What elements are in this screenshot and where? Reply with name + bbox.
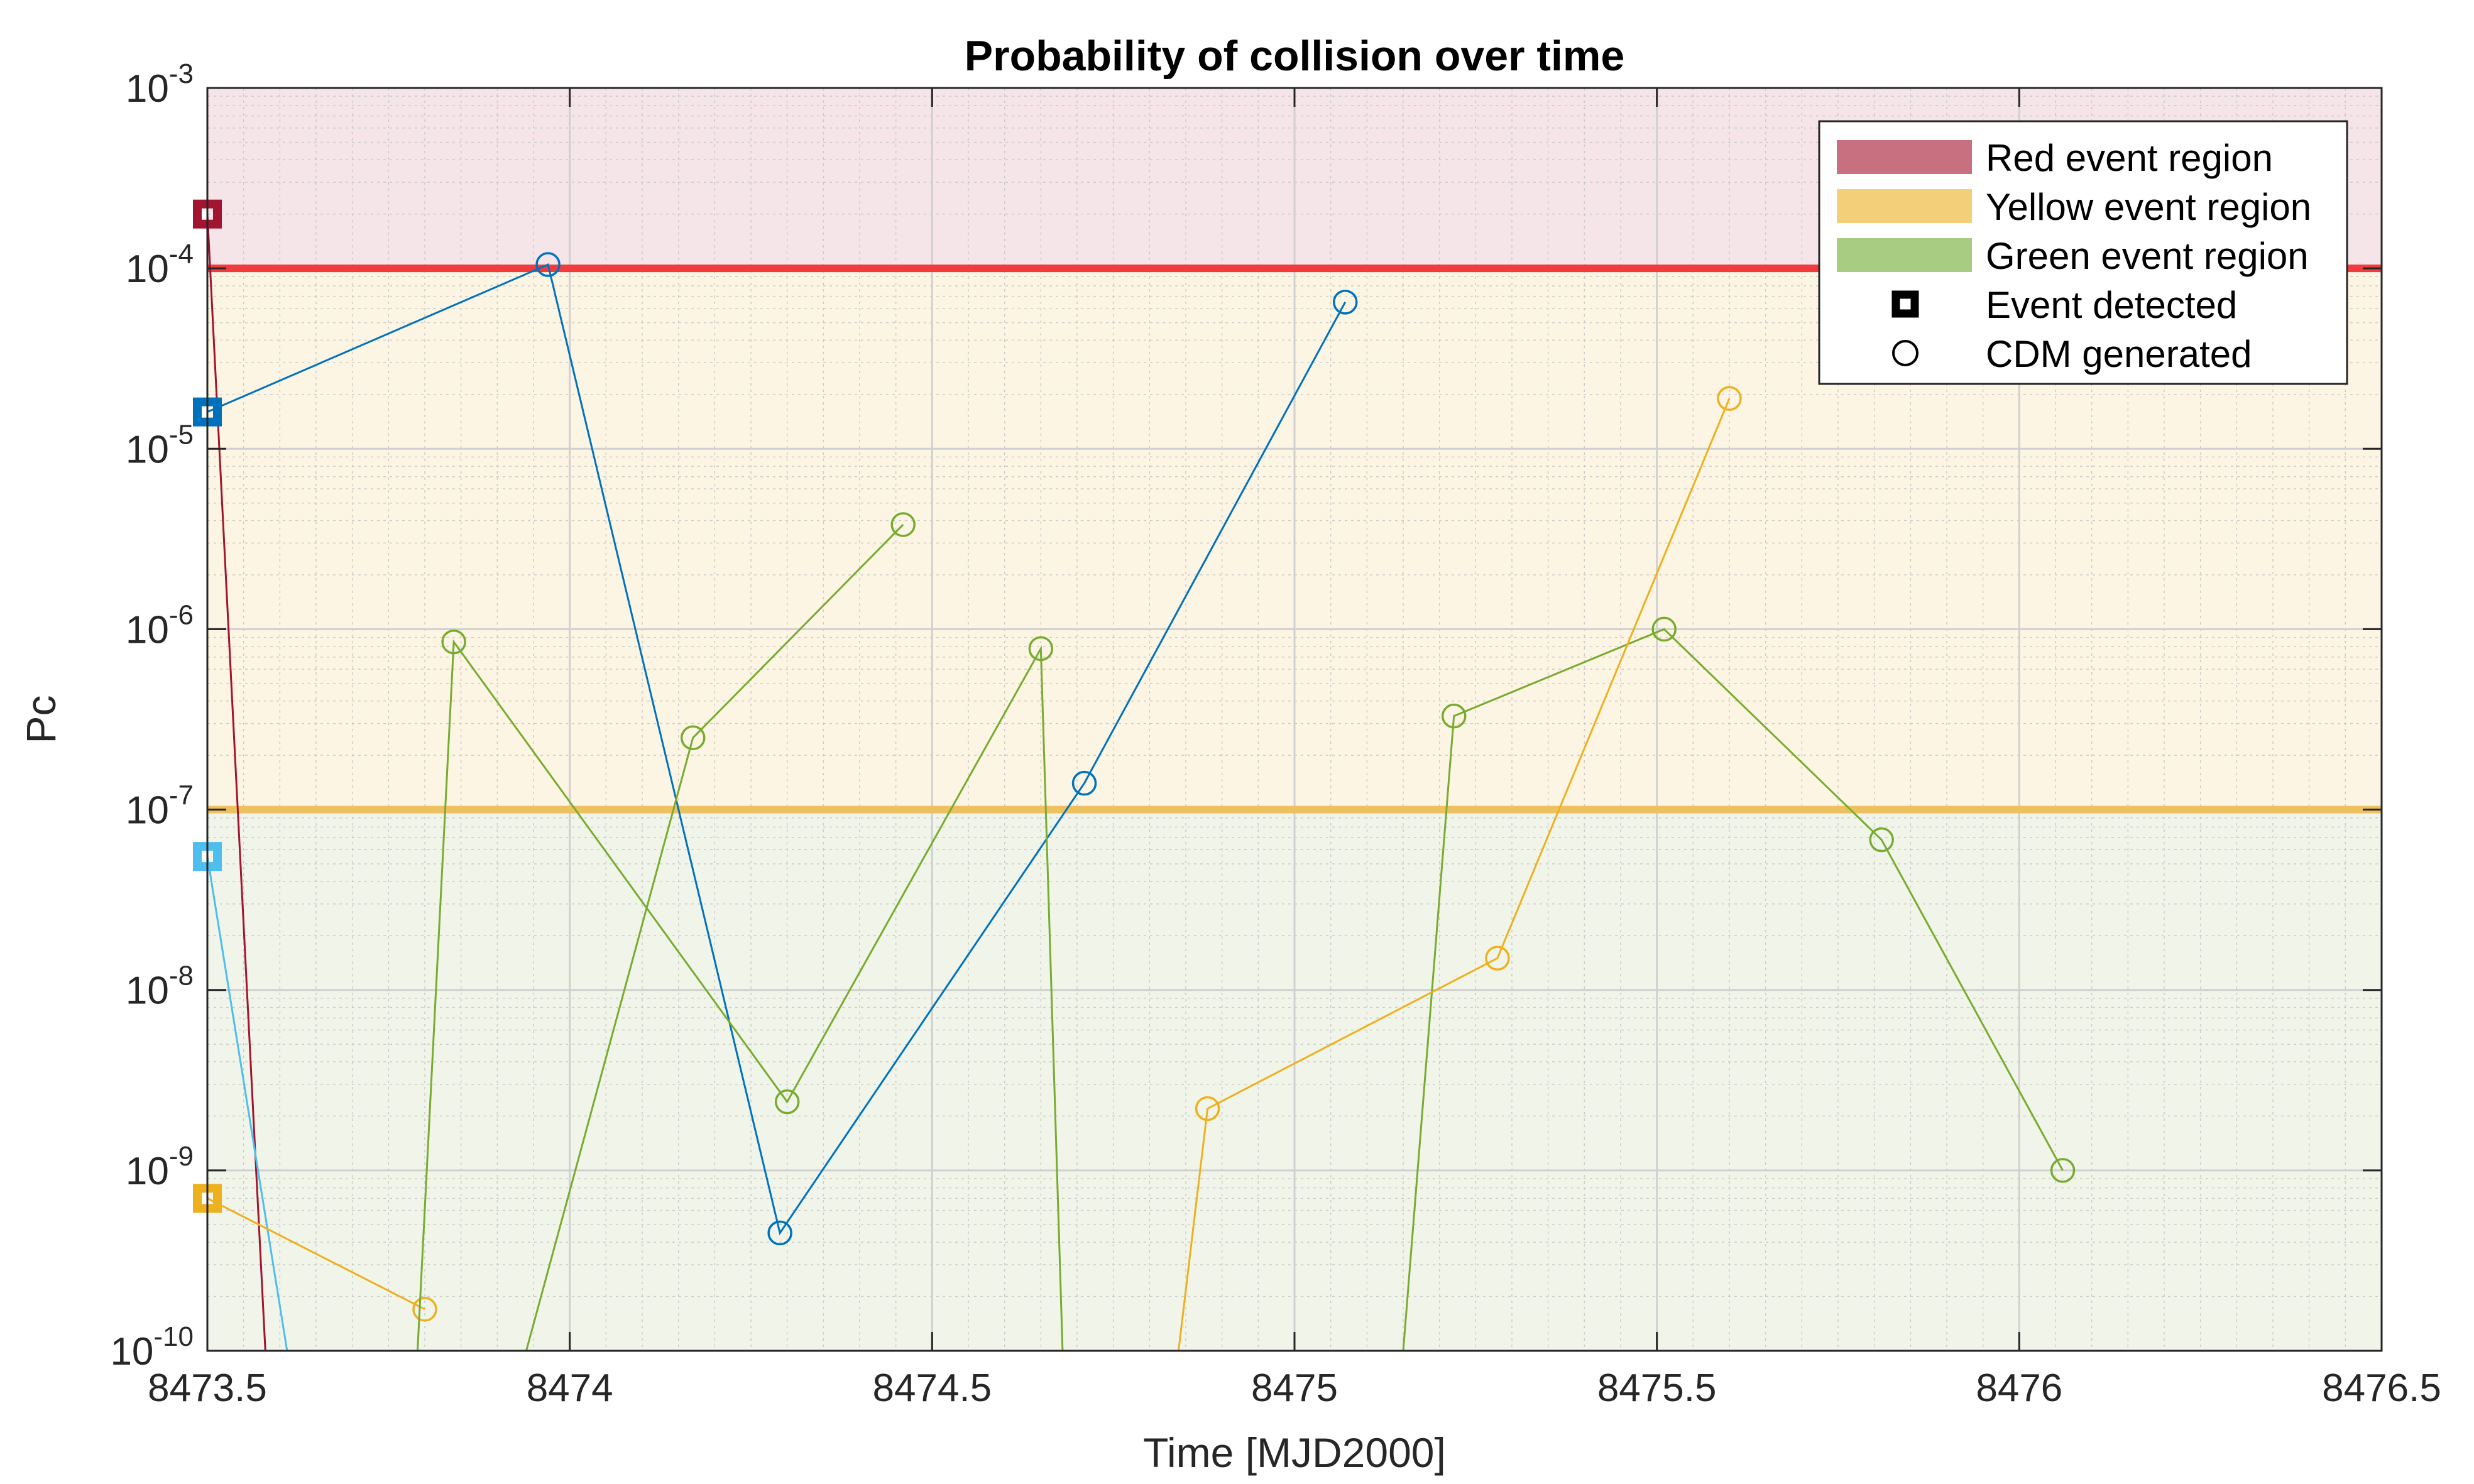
legend-label: Red event region (1986, 137, 2273, 179)
cdm-marker (1651, 616, 1677, 642)
chart-title: Probability of collision over time (965, 32, 1624, 80)
y-tick-label: 10-9 (126, 1141, 194, 1193)
x-tick-label: 8475 (1251, 1367, 1338, 1410)
series-line-1 (207, 263, 1347, 1236)
series-group (193, 199, 2076, 1351)
legend-event-marker (1891, 290, 1919, 318)
series-line-2 (206, 856, 288, 1351)
y-tick-base: 10 (126, 248, 169, 291)
series-line-6 (1402, 628, 2064, 1351)
cdm-marker (535, 252, 561, 277)
x-tick-label: 8474 (527, 1367, 613, 1410)
cdm-marker (767, 1220, 792, 1246)
y-tick-label: 10-3 (126, 58, 194, 111)
legend-label: Green event region (1986, 235, 2309, 277)
y-tick-base: 10 (126, 969, 169, 1013)
y-tick-exponent: -9 (169, 1141, 194, 1172)
series-line-7 (1177, 398, 1731, 1351)
cdm-marker (1485, 946, 1510, 971)
y-tick-label: 10-4 (126, 239, 194, 291)
cdm-marker (680, 725, 706, 751)
x-tick-label: 8476 (1976, 1367, 2062, 1410)
cdm-marker (1332, 290, 1358, 315)
y-tick-exponent: -5 (169, 419, 194, 450)
x-tick-label: 8473.5 (148, 1367, 267, 1410)
legend-label: CDM generated (1986, 333, 2252, 375)
y-tick-exponent: -10 (153, 1321, 194, 1352)
y-tick-exponent: -6 (169, 599, 194, 630)
cdm-marker (1717, 386, 1742, 411)
y-tick-base: 10 (126, 608, 169, 652)
y-tick-label: 10-10 (110, 1321, 194, 1373)
y-tick-label: 10-5 (126, 419, 194, 471)
legend-label: Yellow event region (1986, 186, 2311, 228)
y-tick-base: 10 (126, 789, 169, 832)
cdm-marker (1071, 770, 1097, 796)
y-axis-label: Pc (18, 695, 64, 743)
legend: Red event region Yellow event region Green… (1818, 120, 2348, 385)
legend-swatch (1837, 140, 1972, 174)
axes: 8473.5 8474 8474.5 8475 8475.5 8476 8476.510-1… (110, 58, 2441, 1410)
cdm-marker (1028, 636, 1054, 662)
y-tick-base: 10 (126, 1150, 169, 1193)
cdm-marker (1441, 703, 1467, 729)
cdm-marker (2050, 1158, 2076, 1183)
y-tick-label: 10-6 (126, 599, 194, 652)
legend-swatch (1837, 238, 1972, 272)
x-tick-label: 8474.5 (873, 1367, 992, 1410)
cdm-marker (441, 629, 466, 655)
x-axis-label: Time [MJD2000] (1143, 1429, 1446, 1476)
cdm-marker (1869, 827, 1894, 853)
cdm-marker (412, 1297, 437, 1322)
cdm-marker (890, 512, 916, 537)
cdm-marker (1195, 1096, 1220, 1121)
y-tick-exponent: -3 (169, 58, 194, 89)
series-line-5 (525, 523, 904, 1351)
series-line-3 (207, 1197, 425, 1311)
legend-swatch (1837, 189, 1972, 223)
legend-label: Event detected (1986, 284, 2237, 326)
cdm-marker (774, 1089, 800, 1115)
y-tick-label: 10-7 (126, 780, 194, 832)
y-tick-base: 10 (126, 67, 169, 111)
x-tick-label: 8476.5 (2322, 1367, 2441, 1410)
y-tick-exponent: -4 (169, 239, 194, 270)
y-tick-exponent: -8 (169, 961, 194, 991)
y-tick-label: 10-8 (126, 961, 194, 1013)
y-tick-base: 10 (110, 1330, 153, 1373)
legend-cdm-marker (1892, 340, 1918, 366)
y-tick-exponent: -7 (169, 780, 194, 811)
x-tick-label: 8475.5 (1597, 1367, 1717, 1410)
y-tick-base: 10 (126, 428, 169, 471)
series-line-4 (416, 639, 1064, 1351)
